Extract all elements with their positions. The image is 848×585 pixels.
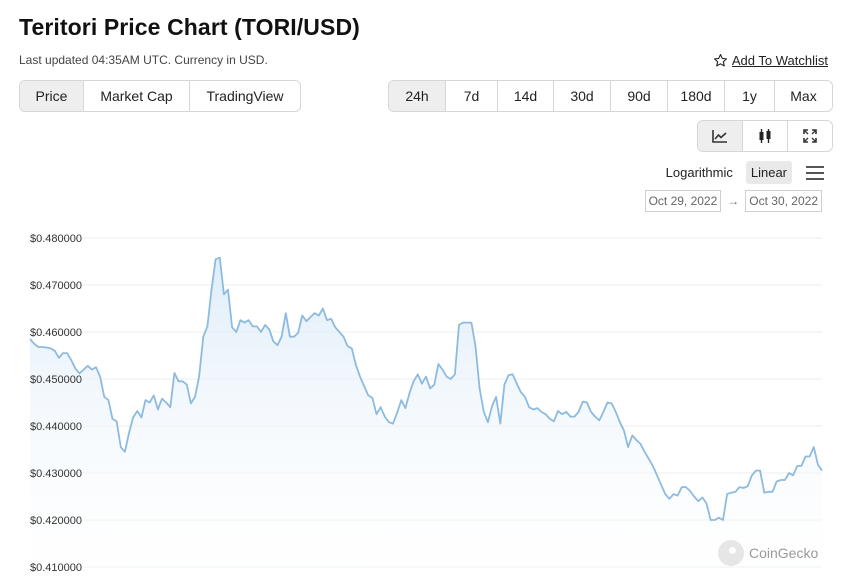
watermark-text: CoinGecko xyxy=(749,545,819,561)
add-to-watchlist-link[interactable]: Add To Watchlist xyxy=(713,53,828,68)
date-to-input[interactable]: Oct 30, 2022 xyxy=(745,190,822,212)
range-1y-button[interactable]: 1y xyxy=(725,81,775,111)
price-area-fill xyxy=(30,257,822,577)
price-series-line[interactable] xyxy=(29,256,823,521)
fullscreen-icon xyxy=(803,129,817,143)
y-tick-label: $0.450000 xyxy=(30,374,82,386)
add-to-watchlist-label: Add To Watchlist xyxy=(731,53,828,68)
date-range-selector: Oct 29, 2022 → Oct 30, 2022 xyxy=(644,190,822,212)
scale-toggle: Logarithmic Linear xyxy=(661,161,824,184)
tab-market-cap[interactable]: Market Cap xyxy=(84,81,190,111)
tab-price[interactable]: Price xyxy=(20,81,84,111)
arrow-right-icon: → xyxy=(727,194,740,208)
logarithmic-scale-option[interactable]: Logarithmic xyxy=(665,165,733,180)
candlestick-button[interactable] xyxy=(743,121,788,151)
range-30d-button[interactable]: 30d xyxy=(554,81,611,111)
y-tick-label: $0.430000 xyxy=(30,468,82,480)
line-chart-button[interactable] xyxy=(698,121,743,151)
y-tick-label: $0.460000 xyxy=(30,327,82,339)
y-tick-label: $0.480000 xyxy=(30,233,82,245)
range-14d-button[interactable]: 14d xyxy=(498,81,554,111)
y-tick-label: $0.470000 xyxy=(30,280,82,292)
range-24h-button[interactable]: 24h xyxy=(389,81,446,111)
date-from-input[interactable]: Oct 29, 2022 xyxy=(644,190,722,212)
y-tick-label: $0.410000 xyxy=(30,562,82,574)
tab-tradingview[interactable]: TradingView xyxy=(206,88,284,104)
coingecko-logo-icon xyxy=(718,540,744,566)
chart-type-tabs: Price Market Cap TradingView xyxy=(19,80,301,112)
last-updated-text: Last updated 04:35AM UTC. Currency in US… xyxy=(19,53,268,67)
coingecko-watermark: CoinGecko xyxy=(718,540,818,566)
fullscreen-button[interactable] xyxy=(788,121,832,151)
range-90d-button[interactable]: 90d xyxy=(611,81,668,111)
chart-view-toggle xyxy=(697,120,833,152)
y-tick-label: $0.440000 xyxy=(30,421,82,433)
candlestick-icon xyxy=(759,129,771,143)
range-180d-button[interactable]: 180d xyxy=(668,81,725,111)
page-title: Teritori Price Chart (TORI/USD) xyxy=(19,14,360,40)
range-7d-button[interactable]: 7d xyxy=(446,81,498,111)
star-icon xyxy=(713,54,727,67)
y-tick-label: $0.420000 xyxy=(30,515,82,527)
range-max-button[interactable]: Max xyxy=(790,88,817,104)
line-chart-icon xyxy=(712,130,727,143)
time-range-tabs: 24h 7d 14d 30d 90d 180d 1y Max xyxy=(388,80,833,112)
menu-icon[interactable] xyxy=(806,165,824,180)
linear-scale-option[interactable]: Linear xyxy=(745,161,792,184)
